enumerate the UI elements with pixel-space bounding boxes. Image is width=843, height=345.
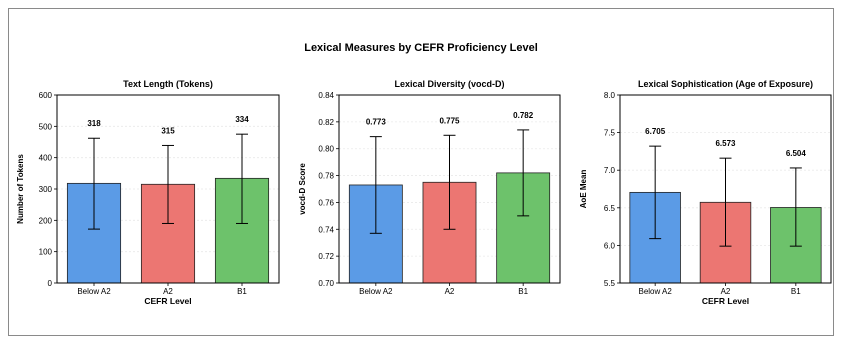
x-axis-label: CEFR Level: [144, 296, 191, 306]
y-tick-label: 5.5: [604, 279, 616, 288]
x-tick-label: A2: [445, 287, 455, 296]
x-axis-label: CEFR Level: [702, 296, 749, 306]
value-label: 6.705: [645, 127, 666, 136]
y-tick-label: 0.70: [318, 279, 334, 288]
value-label: 6.573: [715, 139, 736, 148]
y-tick-label: 0.74: [318, 225, 334, 234]
plot-area-border: [338, 94, 561, 284]
y-tick-label: 100: [39, 248, 53, 257]
value-label: 334: [235, 115, 249, 124]
y-tick-label: 600: [39, 91, 53, 100]
y-tick-label: 500: [39, 122, 53, 131]
y-tick-label: 0: [48, 279, 53, 288]
value-label: 315: [161, 126, 175, 135]
figure-title: Lexical Measures by CEFR Proficiency Lev…: [304, 42, 538, 54]
x-tick-label: B1: [237, 287, 247, 296]
y-axis-label: vocd-D Score: [298, 163, 307, 215]
y-tick-label: 6.0: [604, 241, 616, 250]
value-label: 0.773: [366, 118, 387, 127]
value-label: 0.782: [513, 111, 534, 120]
x-tick-label: B1: [791, 287, 801, 296]
y-tick-label: 400: [39, 154, 53, 163]
y-tick-label: 6.5: [604, 204, 616, 213]
plot-area-border: [619, 94, 832, 284]
value-label: 0.775: [439, 116, 460, 125]
chart-panel-3: Lexical Sophistication (Age of Exposure)…: [579, 79, 832, 306]
x-tick-label: A2: [721, 287, 731, 296]
value-label: 6.504: [786, 149, 807, 158]
panel-title: Lexical Sophistication (Age of Exposure): [638, 79, 813, 89]
chart-panel-2: Lexical Diversity (vocd-D) 0.70 0.72 0.74 0.…: [298, 79, 561, 296]
y-tick-label: 0.78: [318, 172, 334, 181]
x-tick-label: B1: [518, 287, 528, 296]
y-tick-label: 0.72: [318, 252, 334, 261]
y-tick-label: 7.5: [604, 129, 616, 138]
x-tick-label: A2: [163, 287, 173, 296]
x-tick-label: Below A2: [638, 287, 672, 296]
value-label: 318: [87, 119, 101, 128]
y-axis-label: Number of Tokens: [16, 154, 25, 224]
y-tick-label: 0.84: [318, 91, 334, 100]
y-axis-label: AoE Mean: [579, 170, 588, 209]
y-tick-label: 300: [39, 185, 53, 194]
panel-title: Text Length (Tokens): [123, 79, 213, 89]
chart-panel-1: Text Length (Tokens) 0 100 200 300 400 500 600 3…: [16, 79, 280, 306]
panel-title: Lexical Diversity (vocd-D): [394, 79, 504, 89]
x-tick-label: Below A2: [359, 287, 393, 296]
y-tick-label: 7.0: [604, 166, 616, 175]
x-tick-label: Below A2: [77, 287, 111, 296]
y-tick-label: 0.82: [318, 118, 334, 127]
y-tick-label: 0.76: [318, 198, 334, 207]
plot-area-border: [56, 94, 280, 284]
y-tick-label: 8.0: [604, 91, 616, 100]
y-tick-label: 0.80: [318, 145, 334, 154]
y-tick-label: 200: [39, 216, 53, 225]
